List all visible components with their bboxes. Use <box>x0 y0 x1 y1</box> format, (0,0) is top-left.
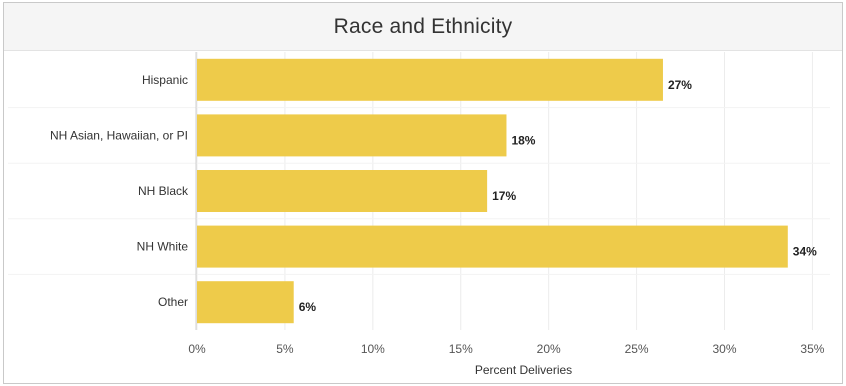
category-label-2: NH Black <box>138 184 189 198</box>
x-tick-label-7: 35% <box>800 342 824 356</box>
bar-0 <box>197 58 663 101</box>
bar-1 <box>197 114 507 157</box>
x-tick-label-4: 20% <box>537 342 561 356</box>
chart-title: Race and Ethnicity <box>333 14 513 38</box>
x-tick-label-2: 10% <box>361 342 385 356</box>
x-tick-label-3: 15% <box>449 342 473 356</box>
value-label-1: 18% <box>511 133 535 147</box>
value-label-2: 17% <box>492 189 516 203</box>
x-tick-label-6: 30% <box>712 342 736 356</box>
x-axis-title: Percent Deliveries <box>475 363 572 377</box>
bar-4 <box>197 281 294 324</box>
value-label-4: 6% <box>299 300 317 314</box>
x-tick-label-5: 25% <box>625 342 649 356</box>
x-tick-label-0: 0% <box>188 342 206 356</box>
value-label-3: 34% <box>793 245 817 259</box>
bar-2 <box>197 170 488 212</box>
category-label-3: NH White <box>137 240 189 254</box>
x-tick-label-1: 5% <box>276 342 294 356</box>
category-label-4: Other <box>158 295 188 309</box>
bar-3 <box>197 225 788 268</box>
category-label-0: Hispanic <box>142 73 188 87</box>
value-label-0: 27% <box>668 78 692 92</box>
chart-title-bar: Race and Ethnicity <box>4 3 842 51</box>
category-label-1: NH Asian, Hawaiian, or PI <box>50 128 188 142</box>
